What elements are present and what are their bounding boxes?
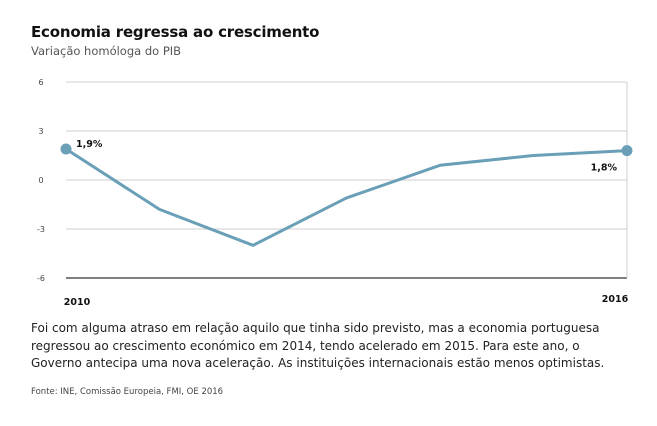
y-tick-label: 3 [38,127,43,136]
x-tick-labels: 2010 2016 [64,294,629,308]
series-line [64,147,629,247]
data-labels: 1,9% 1,8% [76,139,617,174]
description-text: Foi com alguma atraso em relação aquilo … [31,321,605,370]
data-point [621,145,633,157]
series-layer [64,147,629,247]
data-label: 1,8% [591,163,618,174]
grid-layer [66,81,628,279]
x-tick-label: 2016 [602,294,629,305]
data-label: 1,9% [76,139,103,150]
data-points [60,143,633,157]
line-chart: 6 3 0 -3 -6 1,9% 1,8% 2010 2016 [37,78,633,308]
y-tick-label: -3 [37,225,45,234]
y-tick-label: 6 [38,78,43,87]
y-tick-label: 0 [38,176,43,185]
source-note: Fonte: INE, Comissão Europeia, FMI, OE 2… [31,387,224,397]
y-tick-label: -6 [37,274,45,283]
chart-subtitle: Variação homóloga do PIB [31,44,182,58]
data-point [60,143,72,155]
chart-title: Economia regressa ao crescimento [31,23,320,41]
x-tick-label: 2010 [64,297,91,308]
y-tick-labels: 6 3 0 -3 -6 [37,78,45,283]
